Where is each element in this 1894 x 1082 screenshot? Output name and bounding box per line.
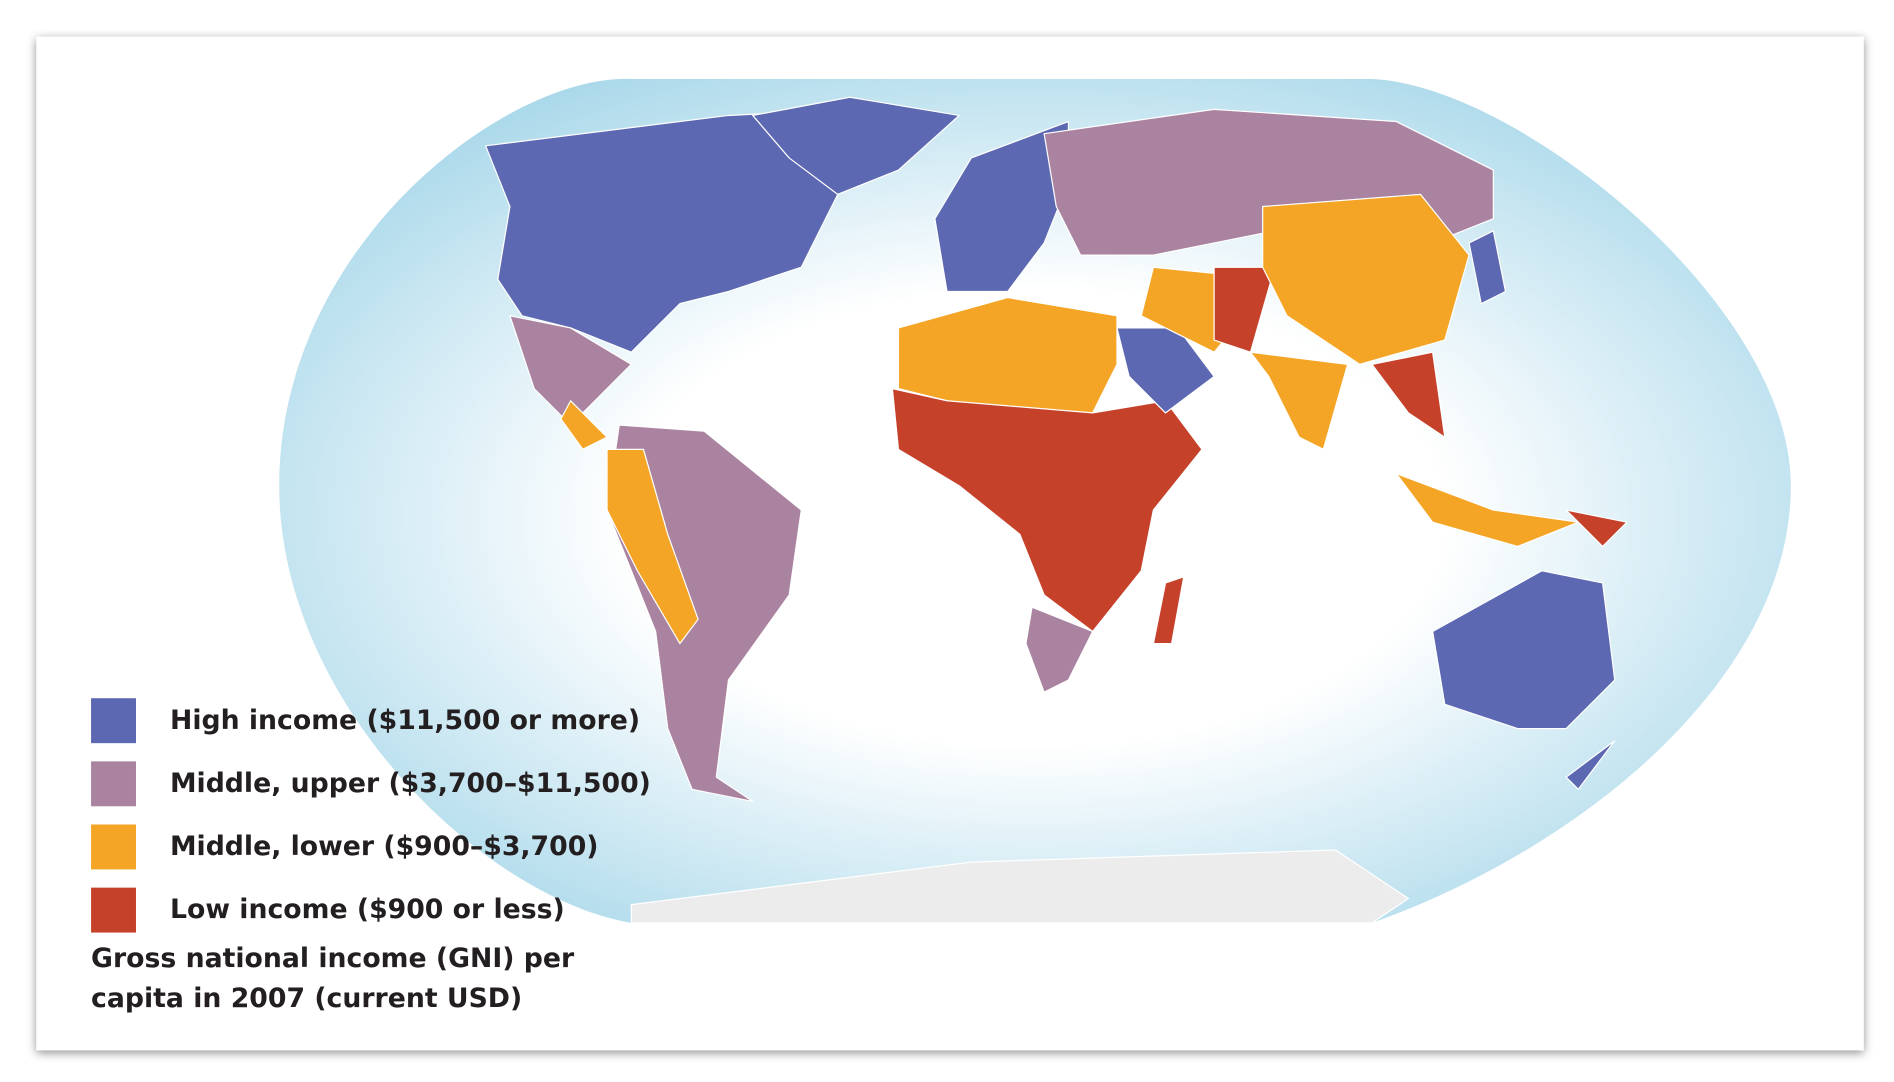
central-africa <box>891 388 1203 633</box>
central-america <box>560 400 608 450</box>
andes <box>606 448 699 645</box>
caption-line: Gross national income (GNI) per <box>91 943 575 974</box>
indonesia <box>1395 473 1579 548</box>
southeast-asia <box>1371 351 1446 438</box>
papua <box>1565 509 1628 548</box>
legend-label: High income ($11,500 or more) <box>170 705 640 736</box>
japan <box>1468 230 1507 305</box>
legend: High income ($11,500 or more) Middle, upp… <box>91 698 651 933</box>
new-zealand <box>1565 740 1616 790</box>
madagascar <box>1152 576 1185 645</box>
india <box>1249 351 1349 450</box>
australia <box>1432 570 1616 730</box>
legend-label: Low income ($900 or less) <box>170 894 565 925</box>
legend-swatch <box>91 698 136 744</box>
china <box>1262 193 1470 365</box>
legend-label: Middle, upper ($3,700–$11,500) <box>170 768 651 799</box>
countries <box>485 96 1628 924</box>
legend-label: Middle, lower ($900–$3,700) <box>170 831 599 862</box>
antarctica <box>630 849 1410 924</box>
southern-africa <box>1025 606 1094 693</box>
caption-line: capita in 2007 (current USD) <box>91 983 522 1014</box>
europe <box>934 120 1070 293</box>
greenland <box>752 96 960 195</box>
mexico <box>509 315 632 426</box>
legend-swatch <box>91 761 136 807</box>
legend-swatch <box>91 824 136 870</box>
legend-swatch <box>91 887 136 933</box>
